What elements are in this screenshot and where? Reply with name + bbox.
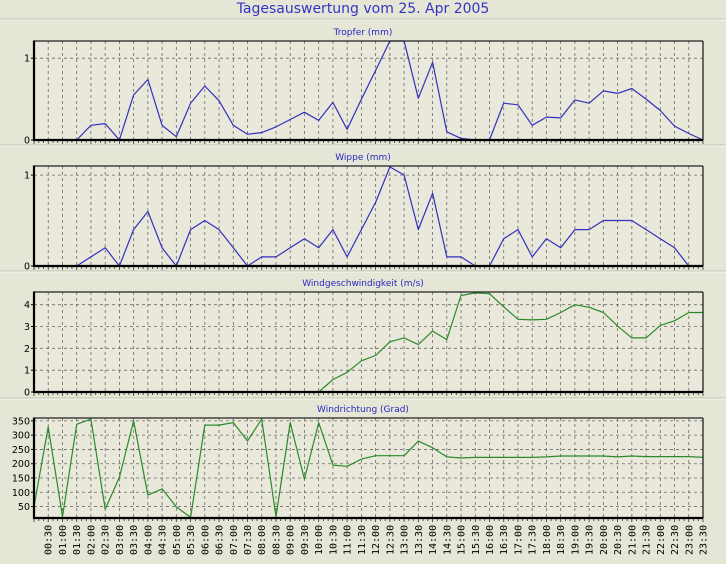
x-tick-label: 00:30: [44, 525, 55, 555]
x-axis-labels: 00:30 01:00 01:30 02:00 02:30 03:00 03:30 04:00…: [44, 525, 710, 555]
y-tick-label: 300: [12, 431, 30, 442]
x-tick-label: 20:30: [613, 525, 624, 555]
y-tick-label: 150: [12, 474, 30, 485]
y-tick-label: 1: [24, 171, 30, 182]
y-tick-label: 1: [24, 366, 30, 377]
y-tick-label: 0: [24, 262, 30, 273]
x-tick-label: 18:00: [542, 525, 553, 555]
x-tick-label: 15:00: [457, 525, 468, 555]
x-tick-label: 03:00: [115, 525, 126, 555]
series-line: [34, 40, 704, 141]
x-tick-label: 13:30: [414, 525, 425, 555]
x-tick-label: 12:00: [371, 525, 382, 555]
x-tick-label: 12:30: [385, 525, 396, 555]
y-tick-label: 100: [12, 488, 30, 499]
x-tick-label: 14:00: [428, 525, 439, 555]
panel-title: Windgeschwindigkeit (m/s): [302, 279, 424, 289]
y-tick-label: 2: [24, 344, 30, 355]
x-tick-label: 07:00: [229, 525, 240, 555]
report-title: Tagesauswertung vom 25. Apr 2005: [236, 1, 490, 17]
y-tick-label: 1: [24, 54, 30, 65]
x-tick-label: 11:00: [343, 525, 354, 555]
x-tick-label: 04:00: [143, 525, 154, 555]
x-tick-label: 21:30: [642, 525, 653, 555]
x-tick-label: 19:30: [585, 525, 596, 555]
x-tick-label: 02:00: [86, 525, 97, 555]
chart-panel-2: Wippe (mm) 0 1: [24, 153, 704, 273]
y-tick-label: 0: [24, 136, 30, 147]
series-line: [33, 418, 704, 519]
x-tick-label: 04:30: [158, 525, 169, 555]
x-tick-label: 16:00: [485, 525, 496, 555]
x-tick-label: 10:00: [314, 525, 325, 555]
x-tick-label: 15:30: [471, 525, 482, 555]
x-tick-label: 23:30: [699, 525, 710, 555]
chart-panel-1: Tropfer (mm) 0 1: [24, 28, 704, 147]
panel-title: Wippe (mm): [335, 153, 391, 163]
y-tick-label: 200: [12, 459, 30, 470]
x-tick-label: 03:30: [129, 525, 140, 555]
plot-area: [34, 418, 703, 518]
chart-panel-4: Windrichtung (Grad) 50 100 150 200 250 300 350: [12, 405, 704, 522]
y-tick-label: 350: [12, 416, 30, 427]
x-tick-label: 06:00: [200, 525, 211, 555]
x-tick-label: 09:00: [286, 525, 297, 555]
x-tick-label: 20:00: [599, 525, 610, 555]
x-tick-label: 08:00: [257, 525, 268, 555]
x-tick-label: 10:30: [328, 525, 339, 555]
y-tick-label: 4: [24, 300, 30, 311]
x-tick-label: 01:30: [72, 525, 83, 555]
x-tick-label: 07:30: [243, 525, 254, 555]
x-tick-label: 22:30: [670, 525, 681, 555]
x-tick-label: 05:30: [186, 525, 197, 555]
x-tick-label: 23:00: [684, 525, 695, 555]
x-tick-label: 16:30: [499, 525, 510, 555]
x-tick-label: 22:00: [656, 525, 667, 555]
y-tick-label: 3: [24, 322, 30, 333]
x-tick-label: 21:00: [627, 525, 638, 555]
x-tick-label: 14:30: [442, 525, 453, 555]
x-tick-label: 08:30: [271, 525, 282, 555]
x-tick-label: 17:30: [528, 525, 539, 555]
y-tick-label: 0: [24, 388, 30, 399]
x-tick-label: 02:30: [101, 525, 112, 555]
x-tick-label: 01:00: [58, 525, 69, 555]
x-tick-label: 11:30: [357, 525, 368, 555]
panel-title: Windrichtung (Grad): [317, 405, 409, 415]
x-tick-label: 05:00: [172, 525, 183, 555]
series-line: [34, 166, 703, 267]
plot-area: [34, 41, 703, 140]
x-tick-label: 09:30: [300, 525, 311, 555]
x-tick-label: 19:00: [570, 525, 581, 555]
y-tick-label: 250: [12, 445, 30, 456]
x-tick-label: 17:00: [513, 525, 524, 555]
y-tick-label: 50: [18, 502, 30, 513]
x-tick-label: 13:00: [400, 525, 411, 555]
x-tick-label: 18:30: [556, 525, 567, 555]
x-tick-label: 06:30: [215, 525, 226, 555]
panel-title: Tropfer (mm): [333, 28, 393, 38]
chart-panel-3: Windgeschwindigkeit (m/s) 0 1 2 3 4: [24, 279, 704, 399]
plot-area: [34, 292, 703, 392]
